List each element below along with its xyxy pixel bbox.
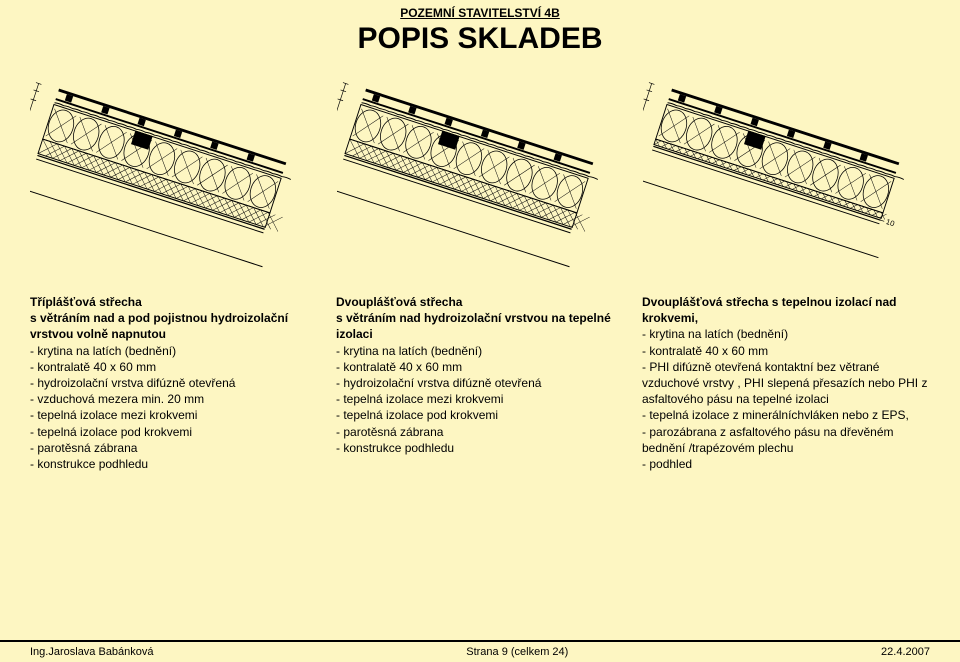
list-item: kontralatě 40 x 60 mm (642, 343, 930, 359)
list-item: hydroizolační vrstva difúzně otevřená (336, 375, 624, 391)
header: POZEMNÍ STAVITELSTVÍ 4B POPIS SKLADEB (0, 0, 960, 56)
list-item: konstrukce podhledu (30, 456, 318, 472)
list-item: PHI difúzně otevřená kontaktní bez větra… (642, 359, 930, 408)
footer-date: 22.4.2007 (881, 646, 930, 658)
list-item: parotěsná zábrana (30, 440, 318, 456)
column-2: Dvouplášťová střecha s větráním nad hydr… (336, 294, 624, 472)
column-3: Dvouplášťová střecha s tepelnou izolací … (642, 294, 930, 472)
page: POZEMNÍ STAVITELSTVÍ 4B POPIS SKLADEB 30… (0, 0, 960, 662)
list-item: podhled (642, 456, 930, 472)
list-item: konstrukce podhledu (336, 440, 624, 456)
text-columns: Tříplášťová střecha s větráním nad a pod… (0, 294, 960, 472)
list-item: krytina na latích (bednění) (642, 326, 930, 342)
col3-title: Dvouplášťová střecha s tepelnou izolací … (642, 294, 930, 326)
list-item: kontralatě 40 x 60 mm (336, 359, 624, 375)
list-item: hydroizolační vrstva difúzně otevřená (30, 375, 318, 391)
footer-page: Strana 9 (celkem 24) (466, 646, 568, 658)
list-item: krytina na latích (bednění) (30, 343, 318, 359)
svg-text:10: 10 (885, 217, 896, 228)
list-item: krytina na latích (bednění) (336, 343, 624, 359)
col2-list: krytina na latích (bednění)kontralatě 40… (336, 343, 624, 456)
column-1: Tříplášťová střecha s větráním nad a pod… (30, 294, 318, 472)
col2-sub: s větráním nad hydroizolační vrstvou na … (336, 310, 624, 342)
col1-sub: s větráním nad a pod pojistnou hydroizol… (30, 310, 318, 342)
diagram-1: 30401604010 (30, 66, 317, 286)
list-item: parotěsná zábrana (336, 424, 624, 440)
list-item: kontralatě 40 x 60 mm (30, 359, 318, 375)
col1-list: krytina na latích (bednění)kontralatě 40… (30, 343, 318, 473)
footer-author: Ing.Jaroslava Babánková (30, 646, 154, 658)
col3-list: krytina na latích (bednění)kontralatě 40… (642, 326, 930, 472)
diagram-3: 3040160401010 (643, 66, 930, 286)
list-item: vzduchová mezera min. 20 mm (30, 391, 318, 407)
list-item: tepelná izolace pod krokvemi (30, 424, 318, 440)
page-title: POPIS SKLADEB (0, 22, 960, 56)
course-subtitle: POZEMNÍ STAVITELSTVÍ 4B (0, 6, 960, 20)
col2-title: Dvouplášťová střecha (336, 294, 624, 310)
diagram-row: 30401604010 30401604010 3040160401010 (0, 56, 960, 294)
footer: Ing.Jaroslava Babánková Strana 9 (celkem… (0, 640, 960, 662)
list-item: parozábrana z asfaltového pásu na dřevěn… (642, 424, 930, 456)
diagram-2: 30401604010 (337, 66, 624, 286)
list-item: tepelná izolace mezi krokvemi (30, 407, 318, 423)
col1-title: Tříplášťová střecha (30, 294, 318, 310)
list-item: tepelná izolace pod krokvemi (336, 407, 624, 423)
list-item: tepelná izolace mezi krokvemi (336, 391, 624, 407)
list-item: tepelná izolace z minerálníchvláken nebo… (642, 407, 930, 423)
